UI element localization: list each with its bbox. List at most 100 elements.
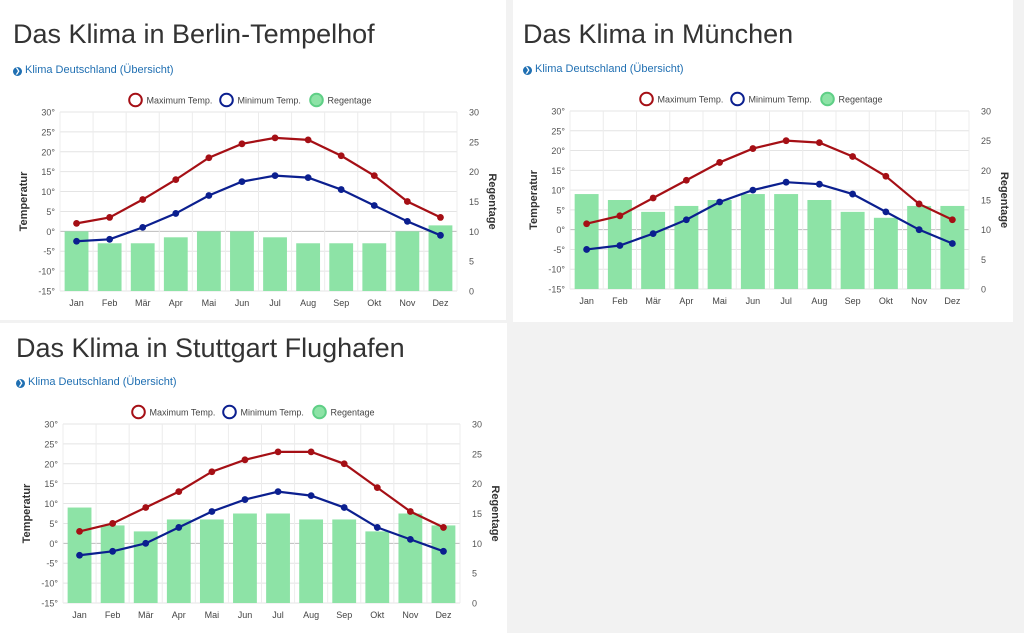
min-temp-line: [79, 490, 444, 557]
min-temp-point: [73, 237, 80, 245]
x-tick-label: Mai: [205, 610, 220, 620]
x-tick-label: Jan: [579, 296, 594, 306]
max-temp-point: [716, 159, 724, 166]
page-title: Das Klima in Stuttgart Flughafen: [16, 333, 405, 363]
min-temp-point: [304, 174, 312, 182]
max-temp-point: [440, 524, 447, 531]
rain-bar: [97, 243, 122, 291]
y-tick-label: 25°: [44, 439, 58, 449]
rain-bar: [907, 205, 932, 289]
y-tick-label: 15°: [41, 167, 55, 177]
rain-bar: [100, 525, 125, 603]
climate-chart: 30° 25° 20° 15° 10° 5° 0° -5° -10° -15° 30 25 20 15 10…: [528, 91, 1010, 306]
overview-link[interactable]: ❯ Klima Deutschland (Übersicht): [523, 63, 684, 75]
rain-bar: [674, 205, 699, 289]
min-temp-point: [241, 496, 249, 503]
rain-bar: [807, 200, 832, 289]
max-temp-point: [437, 214, 444, 221]
y-tick-label: -10°: [38, 267, 55, 277]
x-tick-label: Mär: [138, 610, 154, 620]
min-temp-point: [716, 198, 724, 206]
overview-link[interactable]: ❯ Klima Deutschland (Übersicht): [13, 64, 174, 76]
y2-tick-label: 5: [981, 255, 986, 265]
legend-min-temp-label: Minimum Temp.: [749, 95, 812, 105]
y2-tick-label: 25: [472, 449, 482, 459]
x-tick-label: Aug: [303, 610, 319, 620]
rain-bar: [64, 231, 89, 291]
x-tick-label: Okt: [370, 610, 385, 620]
rain-bar: [398, 513, 423, 603]
max-temp-point: [373, 484, 381, 492]
y2-tick-label: 5: [469, 257, 474, 267]
max-temp-point: [616, 212, 624, 220]
y2-tick-label: 30: [469, 108, 479, 118]
max-temp-point: [649, 194, 657, 202]
min-temp-point: [238, 178, 246, 186]
min-temp-point: [106, 235, 114, 243]
overview-link-label: Klima Deutschland (Übersicht): [25, 64, 174, 76]
y-tick-label: 20°: [44, 459, 58, 469]
legend-max-temp-marker: [128, 92, 143, 108]
max-temp-point: [208, 468, 216, 476]
x-tick-label: Okt: [367, 298, 382, 308]
max-temp-point: [849, 153, 857, 160]
rain-bar: [233, 513, 257, 603]
x-tick-label: Dez: [435, 610, 452, 620]
x-tick-label: Jan: [69, 298, 84, 308]
y2-tick-label: 25: [981, 136, 991, 146]
rain-bar: [428, 225, 453, 291]
min-temp-point: [142, 539, 150, 547]
min-temp-point: [403, 217, 411, 225]
y2-tick-label: 25: [469, 137, 479, 147]
x-tick-label: Sep: [336, 610, 352, 620]
y-tick-label: -15°: [38, 287, 55, 297]
max-temp-point: [241, 456, 249, 464]
y2-axis-title: Regentage: [489, 485, 501, 541]
min-temp-point: [682, 216, 690, 224]
min-temp-point: [373, 524, 381, 531]
legend-max-temp-marker: [131, 404, 146, 420]
y-tick-label: 0°: [49, 539, 58, 549]
y-tick-label: 15°: [551, 166, 565, 176]
rain-bar: [296, 243, 321, 291]
y-tick-label: 5°: [556, 205, 565, 215]
min-temp-point: [370, 202, 378, 209]
max-temp-point: [238, 140, 246, 148]
legend-rain-days-label: Regentage: [331, 408, 375, 418]
rain-bar: [332, 519, 357, 603]
rain-bar: [641, 211, 666, 289]
min-temp-point: [440, 547, 447, 555]
rain-bar: [263, 237, 287, 291]
y2-tick-label: 0: [981, 285, 986, 295]
max-temp-point: [175, 488, 183, 496]
overview-link[interactable]: ❯ Klima Deutschland (Übersicht): [16, 376, 177, 388]
max-temp-point: [304, 136, 312, 144]
overview-link-label: Klima Deutschland (Übersicht): [28, 376, 177, 388]
legend-rain-days-label: Regentage: [328, 96, 372, 106]
y2-tick-label: 15: [472, 509, 482, 519]
x-tick-label: Apr: [172, 610, 186, 620]
max-temp-point: [142, 504, 150, 511]
min-temp-point: [948, 240, 956, 247]
x-tick-label: Jul: [780, 296, 792, 306]
x-tick-label: Mai: [202, 298, 217, 308]
max-temp-point: [782, 137, 790, 145]
page-title: Das Klima in Berlin-Tempelhof: [13, 19, 375, 49]
y2-tick-label: 10: [981, 225, 991, 235]
chevron-circle-right-icon: ❯: [523, 66, 532, 75]
y-tick-label: -5°: [553, 245, 565, 255]
climate-panel-berlin: Das Klima in Berlin-Tempelhof ❯ Klima Deu…: [0, 0, 506, 320]
x-tick-label: Jul: [272, 610, 284, 620]
min-temp-point: [406, 535, 414, 543]
x-tick-label: Feb: [102, 298, 118, 308]
max-temp-line: [76, 136, 441, 225]
rain-bar: [365, 531, 390, 603]
x-tick-label: Apr: [679, 296, 693, 306]
y2-tick-label: 15: [981, 196, 991, 206]
min-temp-point: [109, 547, 117, 555]
y2-tick-label: 30: [981, 107, 991, 117]
legend-min-temp-marker: [219, 92, 234, 108]
max-temp-point: [109, 520, 117, 527]
rain-bar: [940, 205, 965, 289]
legend-rain-days-marker: [309, 92, 324, 108]
